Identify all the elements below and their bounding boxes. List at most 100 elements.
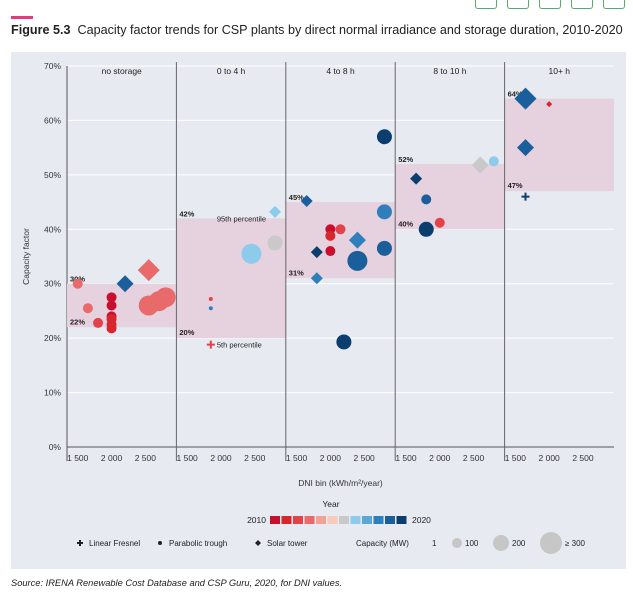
legend-year-swatch bbox=[293, 516, 303, 524]
percentile-band bbox=[285, 202, 396, 279]
legend-year-swatch bbox=[350, 516, 361, 524]
data-point bbox=[376, 240, 392, 256]
band-label-lower: 40% bbox=[398, 219, 413, 228]
data-point bbox=[335, 224, 346, 235]
legend: Year 2010 2020 Linear Fresnel Parabolic trou… bbox=[77, 499, 586, 554]
legend-capacity-circle bbox=[540, 532, 562, 554]
band-label-upper: 45% bbox=[289, 193, 304, 202]
chart-svg: 0%10%20%30%40%50%60%70%30%22%no storage1… bbox=[21, 61, 614, 554]
expand-icon[interactable] bbox=[507, 0, 529, 9]
legend-capacity-label: 1 bbox=[432, 539, 437, 548]
legend-year-swatch bbox=[385, 516, 395, 524]
diamond-icon bbox=[255, 540, 261, 546]
band-label-lower: 31% bbox=[289, 268, 304, 277]
band-label-lower: 22% bbox=[70, 317, 85, 326]
x-tick-label: 1 500 bbox=[67, 453, 89, 463]
percentile-annotation: 5th percentile bbox=[217, 341, 262, 350]
legend-year-end: 2020 bbox=[412, 515, 431, 525]
x-tick-label: 2 000 bbox=[101, 453, 123, 463]
data-point bbox=[106, 292, 117, 303]
y-tick-label: 40% bbox=[44, 224, 61, 234]
plus-icon bbox=[77, 540, 83, 546]
legend-year-swatch bbox=[270, 516, 280, 524]
toolbar-icons bbox=[475, 0, 625, 9]
data-point bbox=[376, 129, 392, 145]
y-tick-label: 30% bbox=[44, 279, 61, 289]
data-point bbox=[82, 303, 93, 314]
panel-title: no storage bbox=[102, 66, 142, 76]
legend-year-swatch bbox=[281, 516, 292, 524]
data-point bbox=[325, 230, 336, 241]
x-tick-label: 2 000 bbox=[539, 453, 561, 463]
legend-year-title: Year bbox=[322, 499, 339, 509]
x-tick-label: 2 000 bbox=[320, 453, 342, 463]
y-tick-label: 60% bbox=[44, 115, 61, 125]
data-point bbox=[336, 334, 352, 350]
panel-title: 0 to 4 h bbox=[217, 66, 246, 76]
legend-year-swatch bbox=[316, 516, 326, 524]
chart-panel: 0%10%20%30%40%50%60%70%30%22%no storage1… bbox=[11, 52, 626, 569]
data-point bbox=[376, 204, 392, 220]
data-point bbox=[517, 139, 534, 157]
data-point bbox=[206, 340, 215, 349]
data-point bbox=[347, 250, 368, 271]
share-icon[interactable] bbox=[571, 0, 593, 9]
figure-title-text: Capacity factor trends for CSP plants by… bbox=[77, 23, 623, 37]
y-axis-title: Capacity factor bbox=[21, 228, 31, 285]
legend-capacity-label: 200 bbox=[512, 539, 526, 548]
band-label-upper: 64% bbox=[508, 90, 523, 99]
x-tick-label: 2 500 bbox=[244, 453, 266, 463]
data-point bbox=[325, 246, 336, 257]
data-point bbox=[521, 192, 530, 201]
data-point bbox=[155, 287, 176, 308]
x-tick-label: 2 500 bbox=[354, 453, 376, 463]
download-icon[interactable] bbox=[475, 0, 497, 9]
legend-type-label: Linear Fresnel bbox=[89, 539, 140, 548]
data-point bbox=[269, 205, 282, 218]
x-tick-label: 1 500 bbox=[177, 453, 199, 463]
panel-5: 64% 47% 10+ h 1 500 2 000 2 500 bbox=[504, 62, 614, 463]
x-tick-label: 2 500 bbox=[463, 453, 485, 463]
data-point bbox=[514, 87, 537, 110]
save-icon[interactable] bbox=[539, 0, 561, 9]
y-tick-label: 70% bbox=[44, 61, 61, 71]
legend-year-start: 2010 bbox=[247, 515, 266, 525]
x-tick-label: 1 500 bbox=[286, 453, 308, 463]
x-tick-label: 2 500 bbox=[135, 453, 157, 463]
y-tick-label: 0% bbox=[49, 442, 62, 452]
data-point bbox=[241, 243, 262, 264]
data-point bbox=[546, 101, 553, 108]
legend-year-swatch bbox=[373, 516, 384, 524]
figure-title: Figure 5.3 Capacity factor trends for CS… bbox=[11, 23, 623, 37]
panel-title: 10+ h bbox=[549, 66, 571, 76]
legend-capacity-circle bbox=[452, 538, 462, 548]
data-point bbox=[434, 217, 445, 228]
band-label-upper: 42% bbox=[179, 209, 194, 218]
panel-4: 52% 40% 8 to 10 h 1 500 2 000 2 500 bbox=[394, 62, 505, 463]
data-point bbox=[310, 272, 323, 285]
x-tick-label: 2 500 bbox=[572, 453, 594, 463]
x-tick-label: 1 500 bbox=[505, 453, 527, 463]
x-tick-label: 2 000 bbox=[210, 453, 232, 463]
data-point bbox=[310, 246, 323, 259]
data-point bbox=[137, 259, 160, 282]
data-point bbox=[300, 194, 313, 207]
band-label-upper: 52% bbox=[398, 155, 413, 164]
legend-capacity-label: ≥ 300 bbox=[565, 539, 586, 548]
data-point bbox=[72, 278, 83, 289]
band-label-lower: 20% bbox=[179, 328, 194, 337]
title-accent-rule bbox=[11, 16, 33, 19]
figure-label: Figure 5.3 bbox=[11, 23, 71, 37]
data-point bbox=[208, 306, 213, 311]
panel-title: 8 to 10 h bbox=[433, 66, 466, 76]
data-point bbox=[348, 231, 366, 249]
data-point bbox=[116, 275, 134, 293]
legend-year-swatch bbox=[327, 516, 338, 524]
data-point bbox=[93, 317, 104, 328]
data-point bbox=[106, 300, 117, 311]
y-tick-label: 10% bbox=[44, 388, 61, 398]
settings-icon[interactable] bbox=[603, 0, 625, 9]
y-tick-label: 50% bbox=[44, 170, 61, 180]
data-point bbox=[488, 156, 499, 167]
